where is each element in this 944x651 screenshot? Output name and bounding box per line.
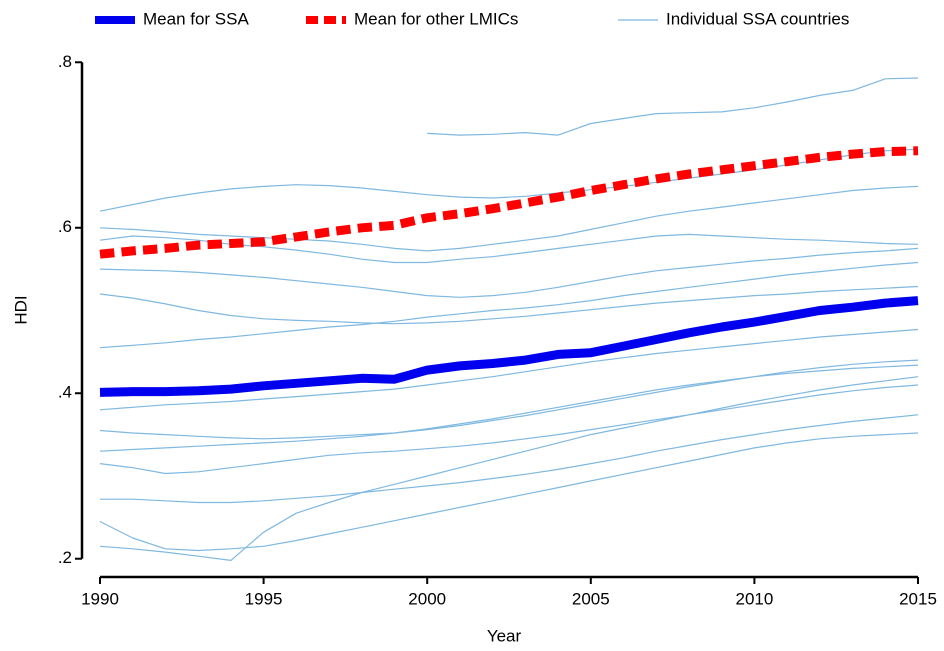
series-line [100, 414, 919, 504]
y-tick-label: .4 [58, 383, 72, 402]
series-line [99, 185, 919, 252]
series-line [99, 384, 919, 475]
series-line [99, 364, 919, 452]
legend-label: Individual SSA countries [666, 9, 849, 28]
series-line [99, 233, 919, 264]
series-line [99, 432, 919, 552]
x-tick-label: 2005 [572, 589, 610, 608]
x-tick-label: 2000 [408, 589, 446, 608]
series-line [99, 261, 919, 349]
series-line [99, 247, 919, 298]
y-tick-label: .6 [58, 217, 72, 236]
x-tick-label: 1990 [81, 589, 119, 608]
legend-label: Mean for SSA [143, 9, 249, 28]
series-line [99, 285, 919, 325]
series-line [99, 328, 919, 411]
y-tick-label: .8 [58, 52, 72, 71]
series-line [99, 146, 919, 259]
x-tick-label: 1995 [245, 589, 283, 608]
y-axis-label: HDI [11, 295, 30, 324]
x-tick-label: 2010 [735, 589, 773, 608]
y-tick-label: .2 [58, 548, 72, 567]
legend-label: Mean for other LMICs [354, 9, 518, 28]
series-line [99, 148, 919, 212]
series-line [99, 359, 919, 440]
x-axis-label: Year [487, 626, 522, 645]
series-line [99, 296, 919, 397]
series-line [99, 376, 919, 561]
series-line [427, 77, 919, 136]
x-tick-label: 2015 [899, 589, 937, 608]
